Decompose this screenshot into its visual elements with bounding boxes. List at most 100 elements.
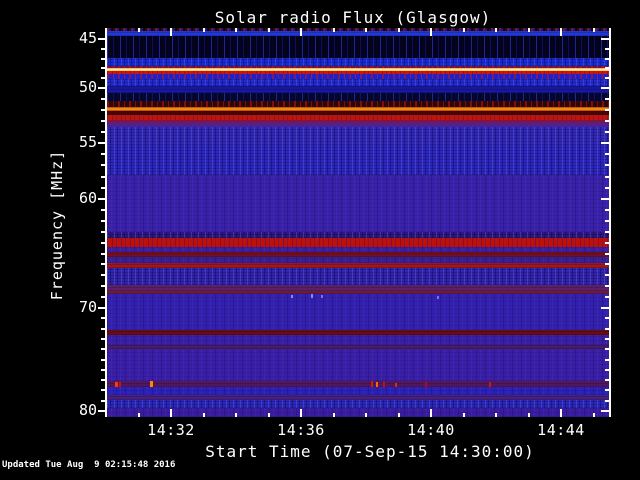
y-tick-minor-right: [605, 274, 609, 277]
spectrogram-band: [107, 68, 609, 71]
x-tick-label: 14:32: [147, 421, 195, 439]
spectrogram-band: [107, 107, 609, 111]
y-tick-minor-left: [101, 47, 105, 50]
y-tick-minor-right: [605, 57, 609, 60]
y-tick-minor-left: [101, 379, 105, 382]
y-tick-minor-left: [101, 109, 105, 111]
y-tick-minor-right: [605, 389, 609, 392]
spectrogram-band: [107, 232, 609, 238]
y-tick-major-left: [98, 142, 105, 144]
x-tick-minor-top: [365, 28, 367, 32]
x-tick-minor-top: [202, 28, 205, 32]
spectrogram-plot-area: [107, 28, 609, 417]
x-tick-minor-top: [592, 28, 595, 32]
y-tick-label: 45: [78, 29, 97, 47]
y-tick-minor-left: [101, 327, 105, 330]
y-tick-minor-right: [605, 120, 609, 122]
x-tick-minor-top: [397, 28, 400, 32]
spectrogram-dot: [150, 381, 153, 387]
y-tick-major-right: [601, 410, 609, 412]
x-tick-minor-bottom: [527, 413, 530, 417]
spectrogram-band: [107, 252, 609, 257]
y-tick-minor-left: [101, 164, 105, 167]
x-tick-minor-bottom: [397, 413, 400, 417]
y-tick-minor-left: [101, 153, 105, 156]
y-tick-minor-right: [605, 153, 609, 156]
spectrogram-band: [107, 127, 609, 145]
y-tick-minor-left: [101, 337, 105, 340]
y-tick-minor-right: [605, 98, 609, 100]
y-tick-major-right: [601, 198, 609, 200]
x-tick-major-bottom: [430, 409, 432, 417]
y-tick-minor-right: [605, 285, 609, 288]
y-tick-minor-left: [101, 274, 105, 277]
spectrogram-band: [107, 345, 609, 349]
y-tick-minor-right: [605, 186, 609, 189]
x-tick-label: 14:40: [407, 421, 455, 439]
spectrogram-band: [107, 247, 609, 252]
spectrogram-band: [107, 294, 609, 330]
y-tick-minor-left: [101, 368, 105, 371]
x-tick-major-bottom: [300, 409, 302, 417]
x-axis-title: Start Time (07-Sep-15 14:30:00): [205, 442, 535, 461]
y-tick-minor-right: [605, 348, 609, 351]
y-tick-minor-left: [101, 317, 105, 320]
spectrogram-band: [107, 268, 609, 285]
y-tick-major-right: [601, 87, 609, 89]
y-tick-minor-left: [101, 120, 105, 122]
spectrogram-dot: [489, 382, 491, 387]
y-tick-minor-left: [101, 98, 105, 100]
y-tick-label: 55: [78, 133, 97, 151]
y-tick-minor-left: [101, 77, 105, 80]
spectrogram-dot: [376, 382, 378, 387]
spectrogram-band: [107, 79, 609, 86]
y-tick-minor-right: [605, 252, 609, 255]
y-tick-minor-left: [101, 208, 105, 211]
y-tick-minor-right: [605, 67, 609, 70]
x-tick-minor-bottom: [365, 413, 367, 417]
x-tick-major-top: [430, 28, 432, 36]
y-tick-major-left: [98, 198, 105, 200]
spectrogram-band: [107, 28, 609, 31]
spectrogram-dot: [395, 383, 397, 387]
y-tick-minor-left: [101, 263, 105, 266]
y-tick-minor-right: [605, 379, 609, 382]
spectrogram-band: [107, 86, 609, 93]
x-tick-minor-bottom: [592, 413, 595, 417]
y-tick-major-left: [98, 38, 105, 40]
y-tick-minor-right: [605, 263, 609, 266]
y-tick-minor-right: [605, 208, 609, 211]
y-tick-major-left: [98, 410, 105, 412]
spectrogram-band: [107, 31, 609, 36]
spectrogram-band: [107, 408, 609, 417]
spectrogram-band: [107, 74, 609, 79]
y-tick-minor-right: [605, 77, 609, 80]
y-tick-minor-right: [605, 47, 609, 50]
y-tick-minor-left: [101, 186, 105, 189]
spectrogram-band: [107, 145, 609, 175]
x-tick-label: 14:44: [537, 421, 585, 439]
y-tick-minor-left: [101, 399, 105, 402]
x-tick-minor-bottom: [235, 413, 237, 417]
spectrogram-band: [107, 66, 609, 68]
y-tick-minor-right: [605, 131, 609, 133]
y-tick-minor-left: [101, 348, 105, 351]
spectrogram-dot: [383, 382, 385, 387]
x-tick-minor-top: [235, 28, 237, 32]
spectrogram-dot: [425, 382, 427, 387]
x-tick-minor-bottom: [137, 413, 140, 417]
x-tick-major-bottom: [170, 409, 172, 417]
page-title: Solar radio Flux (Glasgow): [214, 8, 492, 27]
y-tick-minor-left: [101, 67, 105, 70]
y-tick-minor-right: [605, 230, 609, 233]
spectrogram-dot: [291, 295, 293, 298]
y-tick-minor-left: [101, 230, 105, 233]
y-tick-major-left: [98, 87, 105, 89]
y-tick-minor-left: [101, 131, 105, 133]
y-tick-minor-right: [605, 327, 609, 330]
spectrogram-band: [107, 101, 609, 107]
spectrogram-band: [107, 71, 609, 74]
y-tick-minor-left: [101, 358, 105, 361]
updated-timestamp: Updated Tue Aug 9 02:15:48 2016: [2, 460, 176, 470]
y-tick-major-left: [98, 307, 105, 309]
